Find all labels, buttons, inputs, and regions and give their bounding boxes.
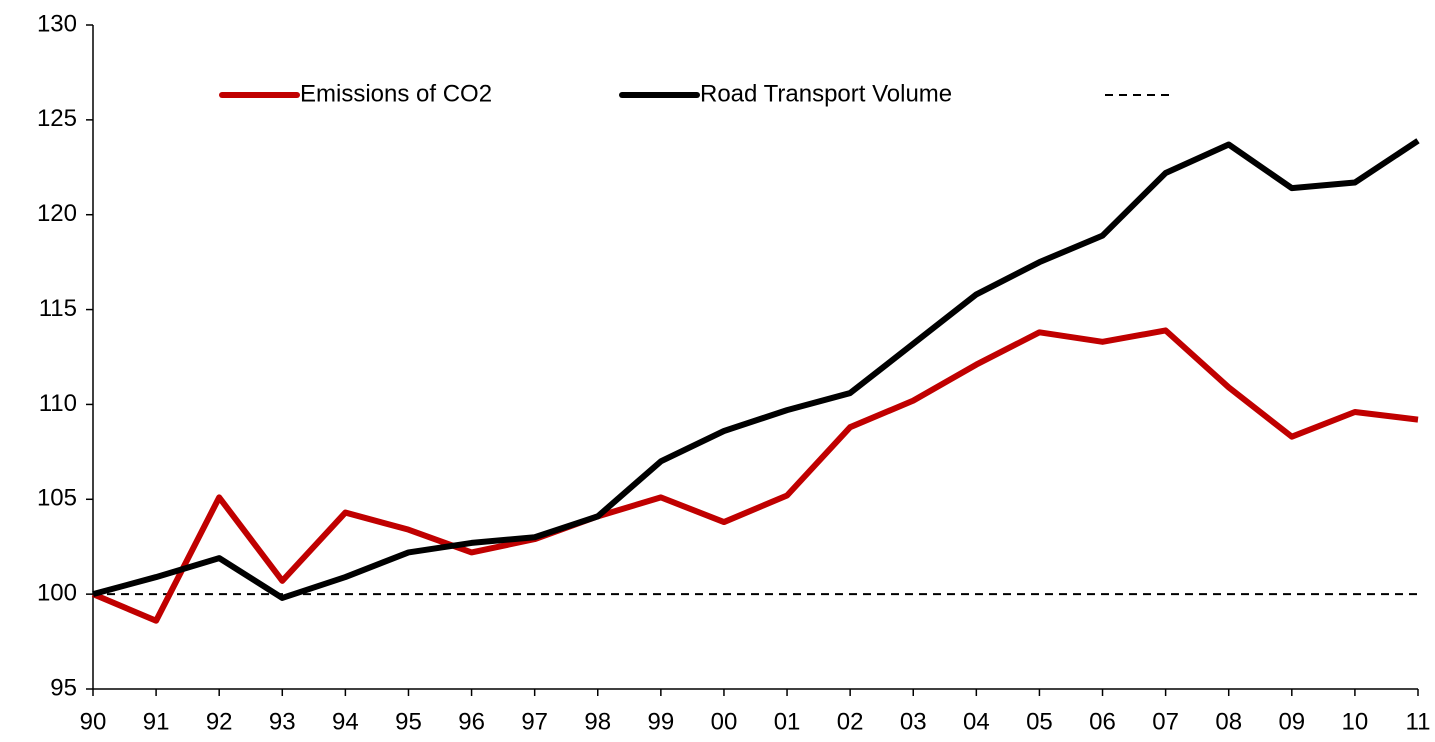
x-tick-label: 09 <box>1278 708 1305 735</box>
x-tick-label: 07 <box>1152 708 1179 735</box>
x-tick-label: 03 <box>900 708 927 735</box>
x-tick-label: 04 <box>963 708 990 735</box>
series-line <box>92 138 1420 601</box>
x-tick-label: 00 <box>711 708 738 735</box>
x-tick-label: 08 <box>1215 708 1242 735</box>
legend-label: Road Transport Volume <box>700 80 952 107</box>
legend-label: Emissions of CO2 <box>300 80 492 107</box>
x-tick-label: 93 <box>269 708 296 735</box>
x-tick-label: 10 <box>1342 708 1369 735</box>
x-tick-label: 97 <box>521 708 548 735</box>
x-tick-label: 94 <box>332 708 359 735</box>
y-tick-label: 105 <box>37 485 77 512</box>
x-tick-label: 11 <box>1406 708 1431 735</box>
y-tick-label: 120 <box>37 200 77 227</box>
y-tick-label: 100 <box>37 579 77 606</box>
x-tick-label: 95 <box>395 708 422 735</box>
x-tick-label: 01 <box>774 708 801 735</box>
x-tick-label: 05 <box>1026 708 1053 735</box>
y-tick-label: 125 <box>37 105 77 132</box>
x-tick-label: 98 <box>584 708 611 735</box>
x-tick-label: 96 <box>458 708 485 735</box>
y-tick-label: 115 <box>39 295 77 322</box>
x-tick-label: 99 <box>648 708 675 735</box>
x-tick-label: 02 <box>837 708 864 735</box>
x-tick-label: 06 <box>1089 708 1116 735</box>
x-tick-label: 91 <box>143 708 170 735</box>
y-tick-label: 95 <box>50 674 77 701</box>
x-tick-label: 90 <box>80 708 107 735</box>
x-tick-label: 92 <box>206 708 233 735</box>
series-line <box>91 327 1419 624</box>
y-tick-label: 130 <box>37 10 77 37</box>
y-tick-label: 110 <box>39 390 77 417</box>
